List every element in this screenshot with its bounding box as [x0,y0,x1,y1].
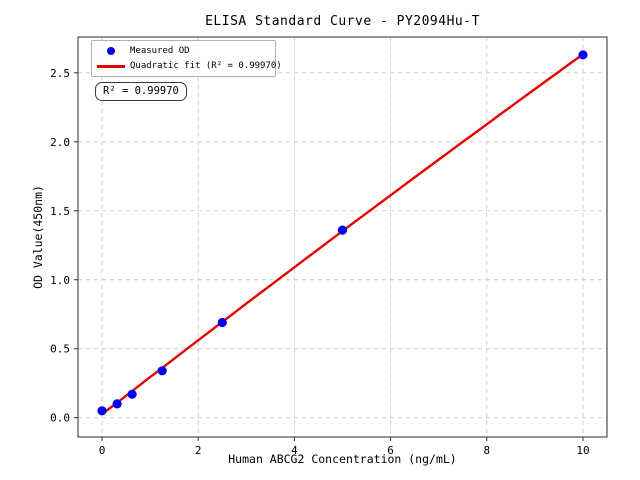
legend-entry-measured-od: Measured OD [96,43,271,58]
chart-title: ELISA Standard Curve - PY2094Hu-T [205,14,480,29]
legend-entry-quadratic-fit: Quadratic fit (R² = 0.99970) [96,59,282,74]
svg-text:2.0: 2.0 [50,136,70,149]
svg-text:0.0: 0.0 [50,412,70,425]
svg-text:2: 2 [195,444,202,457]
svg-text:1.0: 1.0 [50,274,70,287]
x-axis-label: Human ABCG2 Concentration (ng/mL) [228,452,457,466]
legend-marker-cell [96,44,126,58]
svg-text:4: 4 [291,444,298,457]
legend-label-quadratic-fit: Quadratic fit (R² = 0.99970) [130,61,282,72]
legend: Measured OD Quadratic fit (R² = 0.99970) [91,40,282,77]
svg-text:8: 8 [483,444,490,457]
svg-text:0.5: 0.5 [50,343,70,356]
legend-label-measured-od: Measured OD [130,45,190,56]
svg-text:2.5: 2.5 [50,67,70,80]
y-axis-label: OD Value(450nm) [31,185,45,289]
svg-text:10: 10 [576,444,589,457]
blue-dot-icon [107,46,115,55]
red-line-icon [97,65,125,68]
svg-text:6: 6 [387,444,394,457]
svg-text:1.5: 1.5 [50,205,70,218]
legend-marker-cell [96,59,126,73]
r-squared-annotation: R² = 0.99970 [95,82,187,101]
svg-text:0: 0 [99,444,106,457]
